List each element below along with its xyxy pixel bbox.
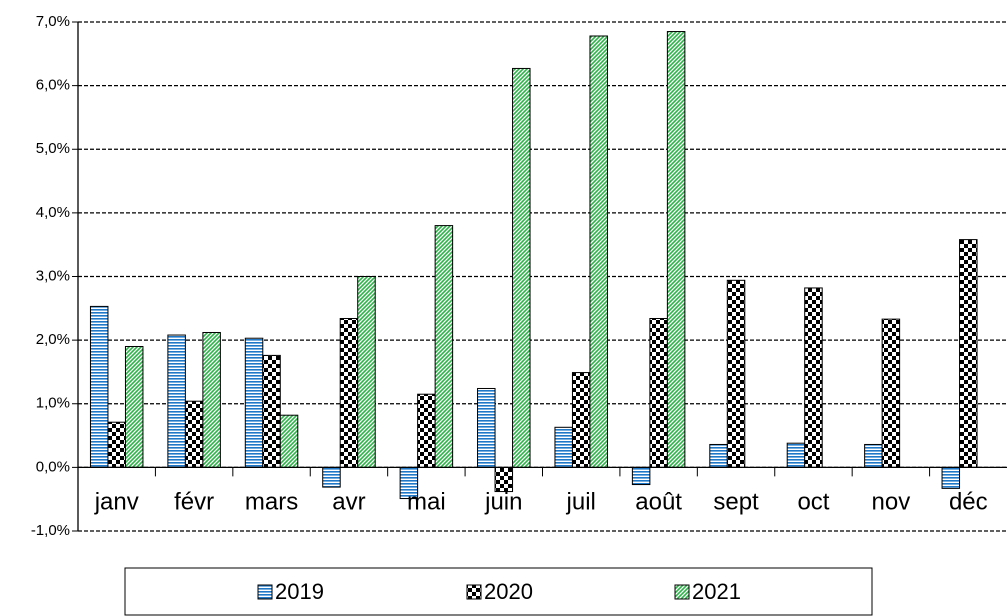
bar — [959, 239, 978, 468]
bar — [864, 443, 883, 468]
bar — [726, 279, 746, 468]
legend-swatch — [466, 584, 482, 600]
bar — [709, 443, 728, 468]
bar — [107, 421, 126, 468]
y-tick-label: 7,0% — [36, 13, 70, 30]
legend-swatch — [674, 584, 690, 600]
x-tick-label: oct — [797, 488, 829, 515]
legend-label: 2020 — [484, 579, 533, 604]
bar — [124, 345, 144, 468]
bar — [589, 35, 608, 468]
bar — [89, 305, 109, 468]
legend-label: 2019 — [275, 579, 324, 604]
x-tick-label: nov — [872, 488, 911, 515]
x-tick-label: sept — [713, 488, 759, 515]
bar — [477, 387, 496, 468]
y-tick-label: 5,0% — [36, 140, 70, 157]
bar — [357, 276, 376, 468]
bar — [554, 426, 573, 468]
y-tick-label: -1,0% — [31, 522, 70, 539]
x-tick-label: août — [635, 488, 682, 515]
x-tick-label: févr — [174, 488, 214, 515]
bar — [184, 400, 204, 468]
bar — [512, 67, 531, 468]
bar — [339, 317, 359, 468]
bar — [417, 393, 436, 468]
x-tick-label: avr — [332, 488, 365, 515]
bar — [262, 354, 281, 468]
bar — [804, 287, 823, 468]
bar — [571, 372, 591, 468]
bar — [322, 466, 341, 488]
y-tick-label: 1,0% — [36, 395, 70, 412]
bar — [279, 414, 299, 468]
x-tick-label: juil — [566, 488, 596, 515]
y-tick-label: 3,0% — [36, 267, 70, 284]
bar — [434, 225, 454, 468]
x-tick-label: mars — [245, 488, 298, 515]
y-tick-label: 0,0% — [36, 458, 70, 475]
bar — [649, 317, 668, 468]
y-tick-label: 4,0% — [36, 204, 70, 221]
bar — [881, 318, 901, 468]
bar — [631, 466, 651, 486]
x-tick-label: déc — [949, 488, 988, 515]
y-tick-label: 2,0% — [36, 331, 70, 348]
y-tick-label: 6,0% — [36, 77, 70, 94]
legend-label: 2021 — [692, 579, 741, 604]
bar — [202, 331, 221, 468]
bar — [941, 466, 961, 489]
x-tick-label: janv — [94, 488, 139, 515]
legend-swatch — [257, 584, 273, 600]
bar — [167, 334, 186, 468]
bar — [786, 442, 806, 468]
legend — [124, 567, 873, 616]
bar — [244, 337, 264, 468]
bar — [666, 31, 686, 468]
x-tick-label: juin — [484, 488, 522, 515]
x-tick-label: mai — [407, 488, 446, 515]
